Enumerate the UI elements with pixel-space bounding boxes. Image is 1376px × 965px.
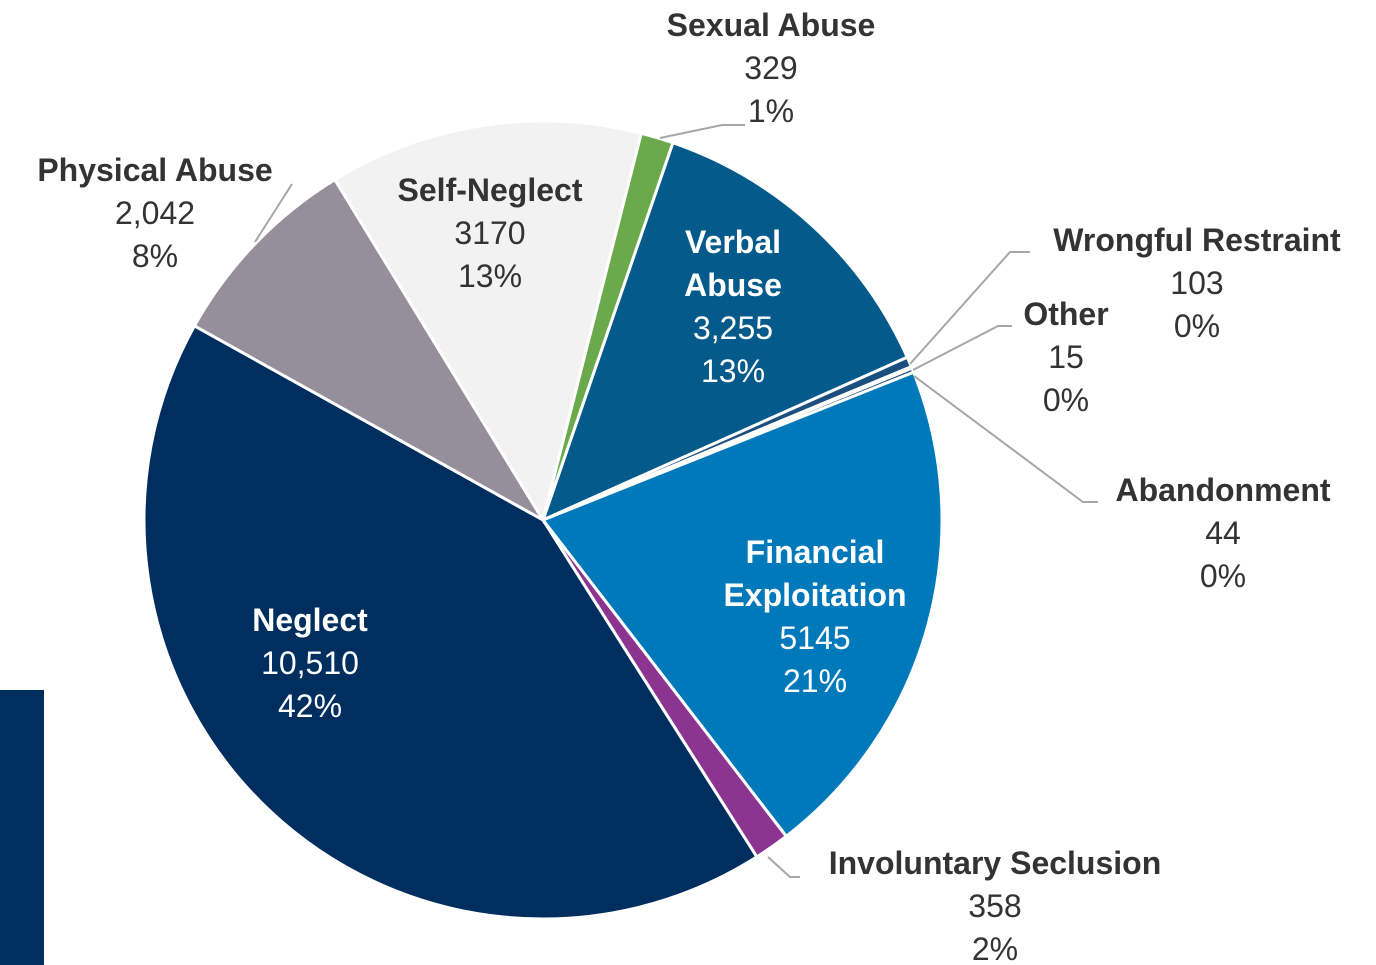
category-name: Physical Abuse — [37, 152, 273, 188]
slice-label: Physical Abuse 2,042 8% — [5, 149, 305, 278]
category-name: Other — [1023, 296, 1109, 332]
slice-label: Involuntary Seclusion 358 2% — [785, 842, 1205, 965]
percent-label: 2% — [971, 931, 1019, 965]
slice-label: Sexual Abuse 329 1% — [621, 4, 921, 133]
pie-slice — [541, 131, 675, 521]
leader-line — [909, 251, 1030, 365]
slice-label: Other 15 0% — [966, 293, 1166, 422]
slice-label: Wrongful Restraint 103 0% — [997, 219, 1376, 348]
percent-label: 13% — [457, 258, 523, 294]
leader-line — [767, 856, 800, 878]
category-name: Abandonment — [1115, 472, 1331, 508]
value-label: 44 — [1205, 515, 1241, 551]
pie-slice — [332, 119, 644, 524]
pie-slice — [142, 323, 759, 921]
pie-slice — [540, 140, 910, 523]
category-name: Wrongful Restraint — [1053, 222, 1341, 258]
slice-label: Verbal Abuse 3,255 13% — [653, 221, 813, 393]
leader-line — [659, 124, 745, 139]
slice-label: Self-Neglect 3170 13% — [360, 169, 620, 298]
value-label: 2,042 — [114, 195, 196, 231]
slice-label: Neglect 10,510 42% — [210, 599, 410, 728]
leader-line — [254, 183, 293, 243]
category-name: Financial Exploitation — [723, 534, 907, 613]
percent-label: 8% — [131, 238, 179, 274]
slice-label: Financial Exploitation 5145 21% — [695, 531, 935, 703]
category-name: Involuntary Seclusion — [828, 845, 1162, 881]
category-name: Self-Neglect — [397, 172, 583, 208]
percent-label: 0% — [1199, 558, 1247, 594]
value-label: 103 — [1170, 265, 1224, 301]
value-label: 329 — [744, 50, 798, 86]
category-name: Sexual Abuse — [666, 7, 876, 43]
percent-label: 0% — [1173, 308, 1221, 344]
pie-slice — [192, 177, 548, 525]
percent-label: 0% — [1042, 382, 1090, 418]
leader-line — [912, 325, 1012, 371]
category-name: Neglect — [252, 602, 368, 638]
pie-slice — [540, 370, 944, 839]
value-label: 358 — [968, 888, 1022, 924]
value-label: 3,255 — [692, 310, 774, 346]
value-label: 15 — [1048, 339, 1084, 375]
value-label: 5145 — [779, 620, 851, 656]
value-label: 3170 — [454, 215, 526, 251]
percent-label: 1% — [747, 93, 795, 129]
percent-label: 42% — [277, 688, 343, 724]
percent-label: 13% — [700, 353, 766, 389]
side-bar — [0, 690, 44, 965]
category-name: Verbal Abuse — [684, 224, 782, 303]
value-label: 10,510 — [261, 645, 359, 681]
slice-label: Abandonment 44 0% — [1073, 469, 1373, 598]
leader-line — [913, 375, 1098, 503]
percent-label: 21% — [782, 663, 848, 699]
